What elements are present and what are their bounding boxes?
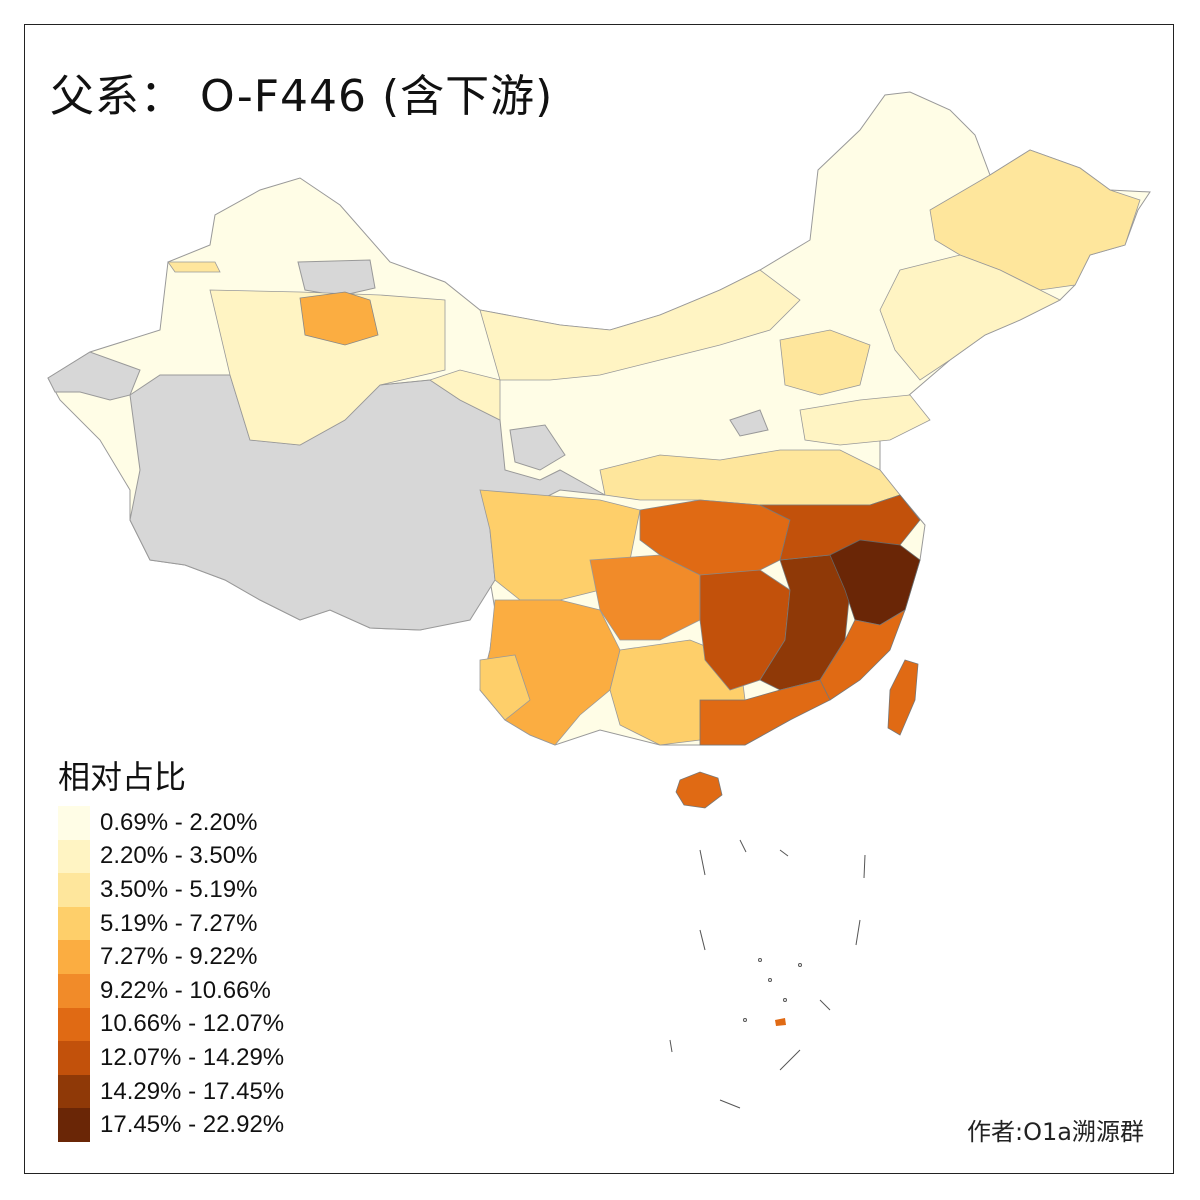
legend-label: 3.50% - 5.19%	[100, 875, 258, 903]
region-hainan	[675, 771, 723, 809]
region-inner-mongolia	[479, 269, 801, 381]
region-yunnan-south	[479, 654, 531, 721]
legend-title: 相对占比	[58, 758, 187, 796]
map-frame	[24, 24, 1174, 1174]
region-qinghai	[379, 369, 501, 421]
legend-item: 17.45% - 22.92%	[58, 1108, 284, 1142]
legend-swatch	[58, 906, 90, 941]
legend-label: 10.66% - 12.07%	[100, 1010, 285, 1038]
legend-swatch	[58, 873, 90, 907]
legend-label: 0.69% - 2.20%	[100, 808, 258, 836]
legend-label: 12.07% - 14.29%	[100, 1043, 285, 1071]
legend: 0.69% - 2.20% 2.20% - 3.50% 3.50% - 5.19…	[58, 806, 284, 1142]
legend-label: 2.20% - 3.50%	[100, 842, 258, 870]
legend-swatch	[58, 1007, 90, 1042]
legend-swatch	[58, 1108, 90, 1142]
legend-item: 0.69% - 2.20%	[58, 806, 284, 840]
author-credit: 作者:O1a溯源群	[967, 1118, 1144, 1146]
legend-item: 5.19% - 7.27%	[58, 906, 284, 941]
region-shandong	[799, 394, 931, 446]
region-guangdong	[699, 679, 831, 746]
region-hebei	[779, 329, 871, 396]
south-china-sea-islands	[669, 839, 866, 1109]
legend-label: 9.22% - 10.66%	[100, 976, 271, 1004]
legend-swatch	[58, 940, 90, 974]
legend-swatch	[58, 806, 90, 840]
legend-label: 17.45% - 22.92%	[100, 1111, 285, 1139]
legend-swatch	[58, 1041, 90, 1075]
legend-item: 2.20% - 3.50%	[58, 839, 284, 874]
map-title: 父系： O-F446 (含下游)	[50, 71, 554, 122]
region-nodata-west	[47, 351, 141, 401]
legend-swatch	[58, 839, 90, 874]
legend-label: 5.19% - 7.27%	[100, 909, 258, 937]
legend-swatch	[58, 1074, 90, 1109]
region-nodata-shanxi	[729, 409, 769, 437]
region-nodata-jungar	[297, 259, 376, 297]
region-nodata-gansu	[509, 424, 566, 471]
legend-item: 7.27% - 9.22%	[58, 940, 284, 974]
legend-label: 14.29% - 17.45%	[100, 1077, 285, 1105]
legend-item: 9.22% - 10.66%	[58, 973, 284, 1008]
legend-swatch	[58, 973, 90, 1008]
region-jilin-liaoning	[879, 254, 1061, 381]
legend-item: 14.29% - 17.45%	[58, 1074, 285, 1109]
legend-item: 3.50% - 5.19%	[58, 873, 284, 907]
island-spot	[775, 1018, 786, 1026]
legend-label: 7.27% - 9.22%	[100, 943, 258, 971]
region-ili-spot	[167, 261, 221, 273]
legend-item: 10.66% - 12.07%	[58, 1007, 285, 1042]
legend-item: 12.07% - 14.29%	[58, 1041, 284, 1075]
region-junggar-orange	[299, 291, 379, 346]
region-taiwan	[887, 659, 919, 736]
